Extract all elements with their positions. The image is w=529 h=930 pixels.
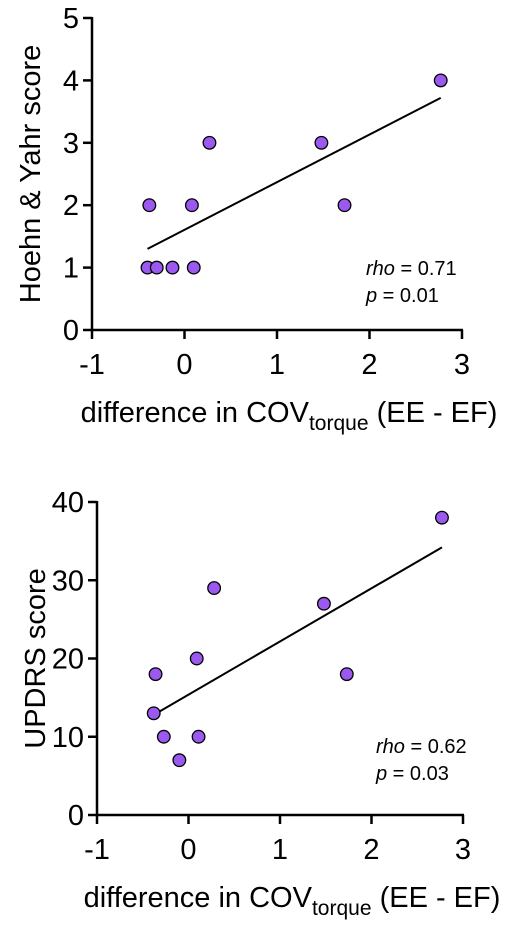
data-point: [316, 596, 331, 611]
rho-annotation: rho = 0.62: [376, 736, 467, 758]
x-axis-label: difference in COVtorque (EE - EF): [81, 397, 498, 435]
data-point: [184, 198, 199, 213]
rho-symbol: rho: [376, 736, 405, 758]
rho-value: = 0.62: [405, 736, 467, 758]
regression-line: [153, 546, 443, 716]
y-tick-label: 30: [52, 565, 84, 597]
data-point: [337, 198, 352, 213]
y-tick-label: 2: [63, 190, 79, 222]
data-point: [433, 73, 448, 88]
rho-annotation: rho = 0.71: [366, 258, 457, 280]
rho-symbol: rho: [366, 258, 395, 280]
p-annotation: p = 0.01: [365, 285, 439, 307]
y-tick-label: 0: [68, 800, 84, 832]
data-point: [156, 729, 171, 744]
x-axis-label-main: difference in COV: [84, 882, 313, 914]
y-axis-label: Hoehn & Yahr score: [15, 45, 47, 303]
data-point: [146, 706, 161, 721]
data-point: [189, 651, 204, 666]
p-value: = 0.03: [387, 763, 449, 785]
data-point: [149, 260, 164, 275]
data-point: [172, 753, 187, 768]
y-tick-label: 20: [52, 644, 84, 676]
x-axis-label-subscript: torque: [309, 412, 369, 435]
y-tick-label: 0: [63, 315, 79, 347]
p-value: = 0.01: [377, 285, 439, 307]
y-axis-label: UPDRS score: [20, 568, 52, 749]
data-point: [202, 135, 217, 150]
data-point: [207, 581, 222, 596]
regression-line: [147, 96, 442, 250]
data-point: [142, 198, 157, 213]
x-tick-label: 3: [454, 349, 470, 381]
data-point: [314, 135, 329, 150]
y-tick-label: 5: [63, 3, 79, 35]
p-symbol: p: [375, 763, 387, 785]
y-tick-label: 3: [63, 128, 79, 160]
x-axis-label-main: difference in COV: [81, 397, 310, 429]
x-axis-label-subscript: torque: [312, 897, 372, 920]
y-tick-label: 4: [63, 65, 79, 97]
rho-value: = 0.71: [395, 258, 457, 280]
p-annotation: p = 0.03: [375, 763, 449, 785]
x-tick-label: 0: [180, 834, 196, 866]
x-tick-label: 2: [363, 834, 379, 866]
y-tick-label: 10: [52, 722, 84, 754]
data-point: [435, 510, 449, 525]
y-tick-label: 40: [52, 487, 84, 519]
data-point: [339, 667, 354, 682]
x-axis-label-tail: (EE - EF): [369, 397, 498, 429]
x-tick-label: -1: [84, 834, 110, 866]
data-point: [191, 729, 206, 744]
p-symbol: p: [365, 285, 377, 307]
data-point: [148, 667, 163, 682]
x-tick-label: 0: [176, 349, 192, 381]
y-tick-label: 1: [63, 253, 79, 285]
x-tick-label: 2: [361, 349, 377, 381]
x-axis-label: difference in COVtorque (EE - EF): [84, 882, 501, 920]
x-tick-label: 3: [455, 834, 471, 866]
x-axis-label-tail: (EE - EF): [372, 882, 501, 914]
data-point: [186, 260, 201, 275]
x-tick-label: -1: [79, 349, 105, 381]
x-tick-label: 1: [269, 349, 285, 381]
x-tick-label: 1: [272, 834, 288, 866]
data-point: [165, 260, 180, 275]
